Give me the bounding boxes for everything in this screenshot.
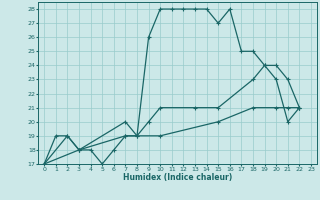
X-axis label: Humidex (Indice chaleur): Humidex (Indice chaleur) xyxy=(123,173,232,182)
